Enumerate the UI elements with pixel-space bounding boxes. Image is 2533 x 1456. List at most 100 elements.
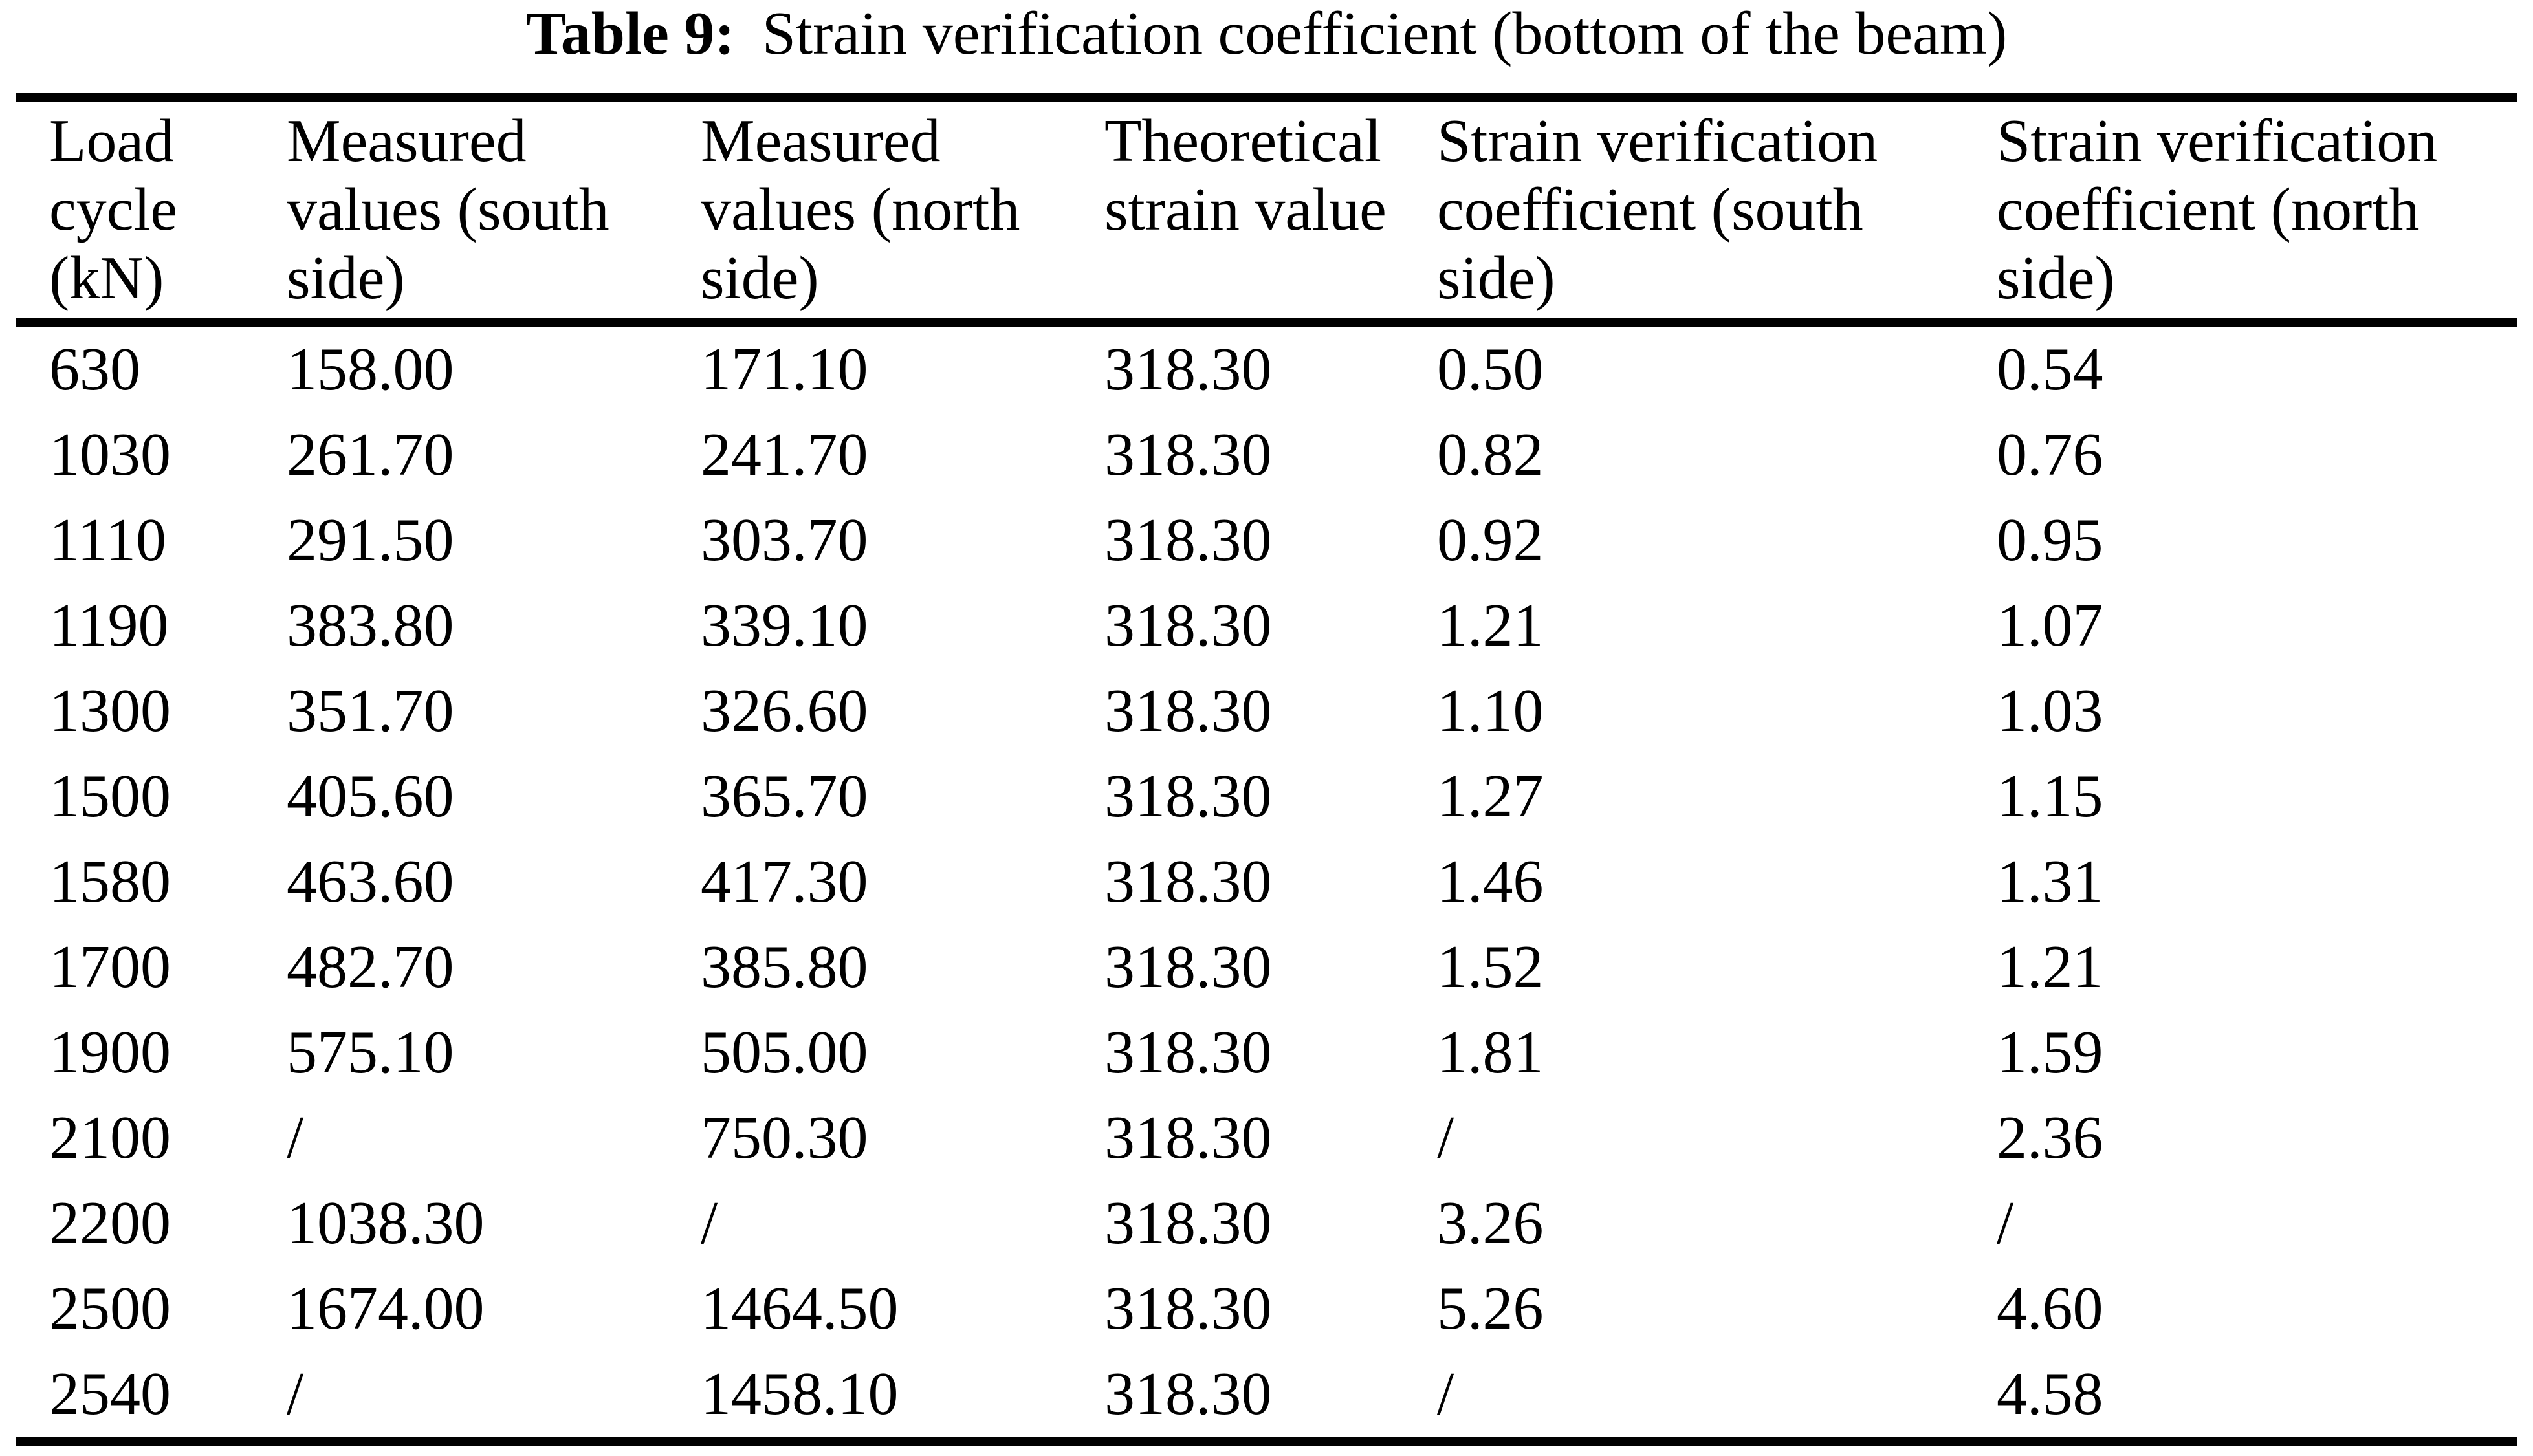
table-cell: 318.30 xyxy=(1104,763,1272,830)
table-cell: 339.10 xyxy=(701,592,868,659)
table-cell: 1458.10 xyxy=(701,1360,899,1428)
table-cell: 318.30 xyxy=(1104,848,1272,915)
table-cell: 1500 xyxy=(49,763,171,830)
table-body: 630 158.00 171.10 318.30 0.50 0.54 1030 261.70 2… xyxy=(16,327,2517,1437)
table-cell: 1.81 xyxy=(1437,1019,1544,1086)
table-cell: / xyxy=(1437,1104,1454,1171)
table-cell: 2540 xyxy=(49,1360,171,1428)
table-cell: 0.82 xyxy=(1437,421,1544,488)
table-cell: 5.26 xyxy=(1437,1275,1544,1342)
table-cell: 261.70 xyxy=(287,421,454,488)
table-cell: 318.30 xyxy=(1104,1275,1272,1342)
table-cell: 1.46 xyxy=(1437,848,1544,915)
table-cell: 1038.30 xyxy=(287,1190,485,1257)
table-caption: Table 9: Strain verification coefficient … xyxy=(0,0,2533,65)
table-cell: / xyxy=(1997,1190,2014,1257)
table-cell: 1.07 xyxy=(1997,592,2103,659)
table-caption-label: Table 9: xyxy=(525,0,735,67)
table-cell: 318.30 xyxy=(1104,421,1272,488)
table-cell: 318.30 xyxy=(1104,1360,1272,1428)
table-row: 630 158.00 171.10 318.30 0.50 0.54 xyxy=(16,327,2517,412)
table-row: 1580 463.60 417.30 318.30 1.46 1.31 xyxy=(16,839,2517,924)
column-header: Theoretical strain value xyxy=(1104,107,1387,243)
table-cell: 1030 xyxy=(49,421,171,488)
table-cell: 1.31 xyxy=(1997,848,2103,915)
table-cell: 2.36 xyxy=(1997,1104,2103,1171)
column-header: Strain verification coefficient (north sid… xyxy=(1997,107,2438,312)
table-cell: 4.60 xyxy=(1997,1275,2103,1342)
table-cell: 1.21 xyxy=(1437,592,1544,659)
table-cell: 1.03 xyxy=(1997,677,2103,744)
table-cell: 0.54 xyxy=(1997,336,2103,403)
table-cell: / xyxy=(287,1360,304,1428)
table-row: 1700 482.70 385.80 318.30 1.52 1.21 xyxy=(16,924,2517,1010)
table-cell: 3.26 xyxy=(1437,1190,1544,1257)
table-cell: 575.10 xyxy=(287,1019,454,1086)
table-cell: 2500 xyxy=(49,1275,171,1342)
column-header: Measured values (south side) xyxy=(287,107,609,312)
table-cell: 1464.50 xyxy=(701,1275,899,1342)
table-cell: 1580 xyxy=(49,848,171,915)
table-row: 2100 / 750.30 318.30 / 2.36 xyxy=(16,1095,2517,1180)
table-cell: 630 xyxy=(49,336,140,403)
table-cell: 383.80 xyxy=(287,592,454,659)
table-header-row: Load cycle (kN) Measured values (south side) M… xyxy=(16,102,2517,327)
table-cell: 1.52 xyxy=(1437,933,1544,1001)
table-cell: 1300 xyxy=(49,677,171,744)
table-cell: 326.60 xyxy=(701,677,868,744)
table-cell: 385.80 xyxy=(701,933,868,1001)
table-cell: 291.50 xyxy=(287,506,454,574)
table-cell: 405.60 xyxy=(287,763,454,830)
table-cell: 0.50 xyxy=(1437,336,1544,403)
table-cell: 417.30 xyxy=(701,848,868,915)
table-cell: 1.59 xyxy=(1997,1019,2103,1086)
table-cell: 1700 xyxy=(49,933,171,1001)
table-cell: 241.70 xyxy=(701,421,868,488)
table-cell: / xyxy=(1437,1360,1454,1428)
table-cell: 318.30 xyxy=(1104,933,1272,1001)
table-row: 1110 291.50 303.70 318.30 0.92 0.95 xyxy=(16,497,2517,583)
table-row: 1500 405.60 365.70 318.30 1.27 1.15 xyxy=(16,754,2517,839)
table-cell: 4.58 xyxy=(1997,1360,2103,1428)
table-cell: / xyxy=(287,1104,304,1171)
table-row: 2500 1674.00 1464.50 318.30 5.26 4.60 xyxy=(16,1266,2517,1351)
table-cell: 303.70 xyxy=(701,506,868,574)
table-cell: 158.00 xyxy=(287,336,454,403)
table-cell: 365.70 xyxy=(701,763,868,830)
table-row: 1190 383.80 339.10 318.30 1.21 1.07 xyxy=(16,583,2517,668)
table-caption-title: Strain verification coefficient (bottom … xyxy=(762,0,2008,67)
table-cell: 318.30 xyxy=(1104,506,1272,574)
table-cell: 0.76 xyxy=(1997,421,2103,488)
column-header: Load cycle (kN) xyxy=(49,107,178,312)
column-header: Strain verification coefficient (south sid… xyxy=(1437,107,1878,312)
table-cell: 1190 xyxy=(49,592,169,659)
table-cell: / xyxy=(701,1190,718,1257)
table-cell: 1.27 xyxy=(1437,763,1544,830)
table-cell: 1.21 xyxy=(1997,933,2103,1001)
table-cell: 750.30 xyxy=(701,1104,868,1171)
table-cell: 2200 xyxy=(49,1190,171,1257)
table-cell: 318.30 xyxy=(1104,336,1272,403)
table-row: 1900 575.10 505.00 318.30 1.81 1.59 xyxy=(16,1010,2517,1095)
table-row: 1300 351.70 326.60 318.30 1.10 1.03 xyxy=(16,668,2517,754)
table-cell: 1.15 xyxy=(1997,763,2103,830)
table-row: 1030 261.70 241.70 318.30 0.82 0.76 xyxy=(16,412,2517,497)
table-cell: 1.10 xyxy=(1437,677,1544,744)
table-row: 2200 1038.30 / 318.30 3.26 / xyxy=(16,1180,2517,1266)
column-header: Measured values (north side) xyxy=(701,107,1020,312)
table-cell: 482.70 xyxy=(287,933,454,1001)
table-cell: 318.30 xyxy=(1104,1019,1272,1086)
table-cell: 505.00 xyxy=(701,1019,868,1086)
table-row: 2540 / 1458.10 318.30 / 4.58 xyxy=(16,1351,2517,1437)
table-cell: 1110 xyxy=(49,506,167,574)
table-cell: 171.10 xyxy=(701,336,868,403)
table-cell: 463.60 xyxy=(287,848,454,915)
table-cell: 318.30 xyxy=(1104,677,1272,744)
table-cell: 318.30 xyxy=(1104,1104,1272,1171)
table-cell: 351.70 xyxy=(287,677,454,744)
table-cell: 0.95 xyxy=(1997,506,2103,574)
table-cell: 1900 xyxy=(49,1019,171,1086)
table-cell: 1674.00 xyxy=(287,1275,485,1342)
table-cell: 318.30 xyxy=(1104,592,1272,659)
